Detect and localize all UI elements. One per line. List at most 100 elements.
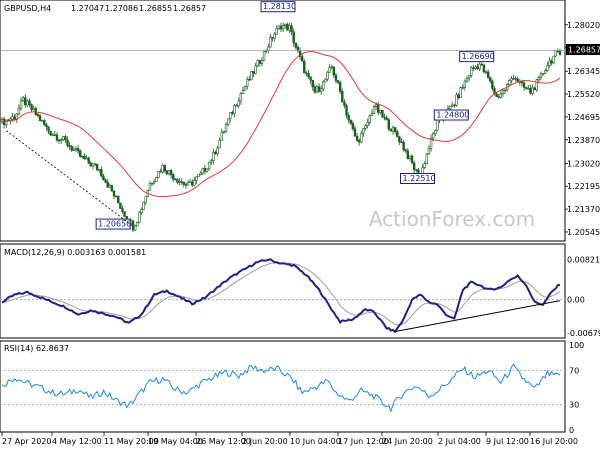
candle-body xyxy=(108,185,111,188)
price-y-tick: 1.24695 xyxy=(567,113,600,122)
candle-body xyxy=(434,130,437,135)
price-y-tick: 1.26345 xyxy=(567,67,600,76)
price-open: 1.27047 xyxy=(71,4,104,13)
candle-body xyxy=(381,110,384,118)
candle-body xyxy=(256,60,259,67)
candle-body xyxy=(193,180,196,186)
price-panel xyxy=(0,0,566,242)
candle-body xyxy=(448,105,452,110)
candle-body xyxy=(214,151,217,155)
candle-body xyxy=(343,101,346,106)
candle-body xyxy=(489,77,492,82)
candle-body xyxy=(13,116,16,120)
x-tick-label: 9 Jul 12:00 xyxy=(486,437,529,446)
candle-body xyxy=(423,163,426,168)
candle-body xyxy=(245,79,249,87)
candle-body xyxy=(180,181,183,183)
candle-body xyxy=(465,77,469,82)
candle-body xyxy=(95,164,99,171)
candle-body xyxy=(45,124,48,127)
candle-body xyxy=(345,105,348,116)
candle-body xyxy=(28,100,31,105)
candle-body xyxy=(288,25,291,31)
candle-body xyxy=(55,134,59,141)
candle-body xyxy=(224,124,228,132)
price-candles xyxy=(0,22,562,233)
x-tick-label: 24 Jun 20:00 xyxy=(382,437,433,446)
rsi-y-tick: 70 xyxy=(569,367,579,376)
candle-body xyxy=(119,202,122,209)
candle-body xyxy=(463,80,467,88)
candle-body xyxy=(336,80,340,83)
macd-trendline xyxy=(395,300,561,333)
candle-body xyxy=(205,168,209,172)
candle-body xyxy=(140,209,143,213)
candle-body xyxy=(199,172,202,175)
price-y-tick: 1.23020 xyxy=(567,159,600,168)
candle-body xyxy=(24,97,27,106)
price-close: 1.26857 xyxy=(173,4,206,13)
macd-main-line xyxy=(1,258,561,334)
candle-body xyxy=(326,71,329,80)
price-dotted-trendline xyxy=(5,130,134,227)
candle-body xyxy=(21,97,25,101)
candle-body xyxy=(328,67,331,73)
candle-body xyxy=(167,170,171,175)
candle-body xyxy=(114,195,118,198)
annotation-label: 1.28130 xyxy=(263,2,296,11)
price-annotation: 1.20650 xyxy=(95,218,131,230)
candle-body xyxy=(372,106,376,115)
candle-body xyxy=(64,136,67,141)
candle-body xyxy=(451,104,454,107)
candle-body xyxy=(292,31,295,44)
candle-body xyxy=(527,88,530,90)
candle-body xyxy=(393,127,397,133)
candle-body xyxy=(391,127,395,132)
candle-body xyxy=(491,80,494,89)
price-annotations: 1.28130 1.26690 1.24800 1.22510 1.20650 xyxy=(95,1,495,230)
candle-body xyxy=(271,36,274,39)
price-y-tick: 1.23870 xyxy=(567,136,600,145)
candle-body xyxy=(218,140,221,149)
candle-body xyxy=(535,79,538,91)
candle-body xyxy=(309,76,312,81)
candle-body xyxy=(142,201,145,210)
candle-body xyxy=(520,81,524,84)
annotation-box xyxy=(433,109,469,121)
candle-body xyxy=(254,65,257,74)
rsi-y-tick: 0 xyxy=(569,426,574,435)
candle-body xyxy=(51,134,54,136)
candle-body xyxy=(237,100,240,106)
candle-body xyxy=(81,155,84,158)
candle-body xyxy=(476,66,479,70)
candle-body xyxy=(100,169,103,177)
candle-body xyxy=(303,60,306,74)
candle-body xyxy=(106,181,109,188)
candle-body xyxy=(197,174,200,178)
candle-body xyxy=(243,86,247,91)
candle-body xyxy=(524,87,528,89)
candle-body xyxy=(322,81,325,90)
candle-body xyxy=(123,211,126,217)
candle-body xyxy=(453,104,456,107)
candle-body xyxy=(531,87,534,94)
candle-body xyxy=(117,195,120,204)
candle-body xyxy=(220,131,224,141)
candle-body xyxy=(174,178,177,181)
current-price-tag xyxy=(566,44,600,55)
candle-body xyxy=(332,66,336,76)
candle-body xyxy=(74,148,78,150)
candle-body xyxy=(317,86,321,92)
x-tick-label: 17 Jun 12:00 xyxy=(338,437,389,446)
candle-body xyxy=(104,179,107,183)
macd-y-tick: 0.00 xyxy=(567,296,585,305)
rsi-panel xyxy=(0,340,566,433)
rsi-title: RSI(14) 62.8637 xyxy=(4,344,69,353)
x-tick-label: 26 May 12:00 xyxy=(196,437,251,446)
candle-body xyxy=(355,135,359,141)
candle-body xyxy=(93,163,97,165)
candle-body xyxy=(522,82,526,88)
candle-body xyxy=(389,128,393,132)
candle-body xyxy=(360,132,363,143)
